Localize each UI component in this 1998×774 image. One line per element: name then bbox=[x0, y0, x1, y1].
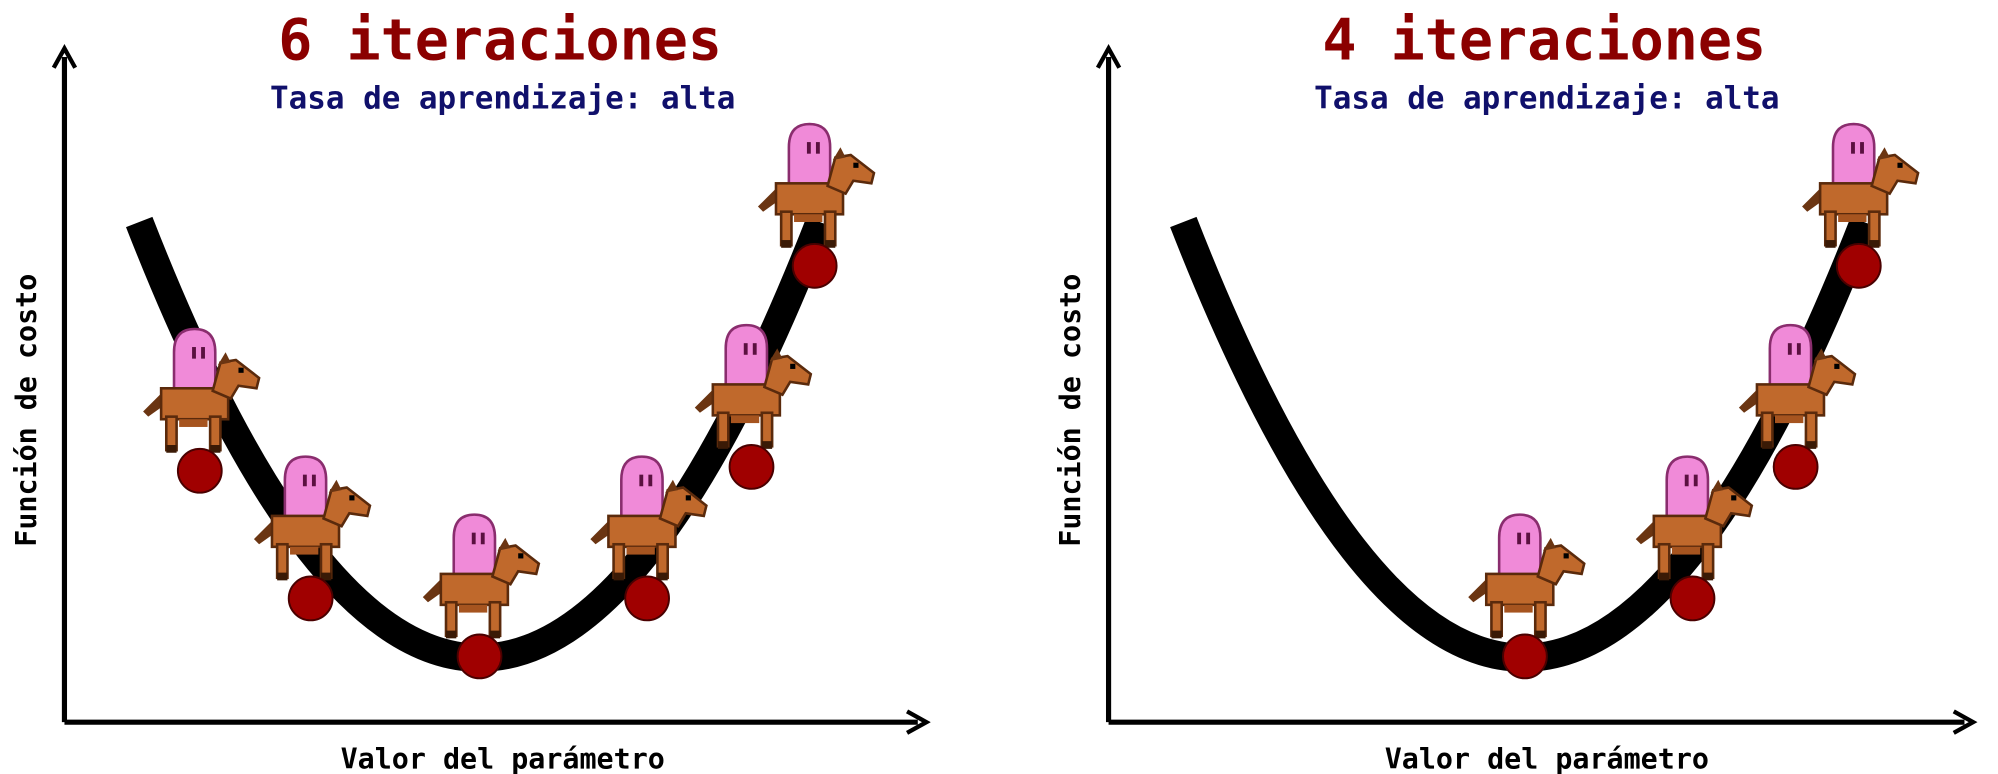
x-axis-label: Valor del parámetro bbox=[341, 743, 665, 774]
x-axis-label: Valor del parámetro bbox=[1385, 743, 1709, 774]
steps bbox=[1466, 122, 1920, 680]
step-point bbox=[624, 575, 670, 622]
panel-title: 6 iteraciones bbox=[278, 8, 722, 74]
step-point bbox=[1835, 242, 1882, 289]
y-axis-label: Función de costo bbox=[1054, 274, 1087, 547]
step-point bbox=[176, 447, 223, 494]
step-point bbox=[1502, 633, 1548, 680]
y-axis-label: Función de costo bbox=[10, 274, 43, 547]
step-point bbox=[791, 242, 838, 289]
pony bbox=[421, 513, 541, 640]
step-point bbox=[287, 575, 334, 622]
panel: 6 iteraciones Tasa de aprendizaje: alta … bbox=[10, 8, 918, 774]
panel: 4 iteraciones Tasa de aprendizaje: alta … bbox=[1054, 8, 1964, 774]
step-point bbox=[1772, 444, 1819, 490]
step-point bbox=[1669, 575, 1716, 622]
panel-subtitle: Tasa de aprendizaje: alta bbox=[1314, 81, 1779, 117]
pony bbox=[1466, 513, 1586, 640]
step-point bbox=[728, 444, 775, 490]
panel-subtitle: Tasa de aprendizaje: alta bbox=[270, 81, 735, 117]
steps bbox=[141, 122, 876, 680]
step-point bbox=[456, 633, 503, 680]
panel-title: 4 iteraciones bbox=[1322, 8, 1766, 74]
